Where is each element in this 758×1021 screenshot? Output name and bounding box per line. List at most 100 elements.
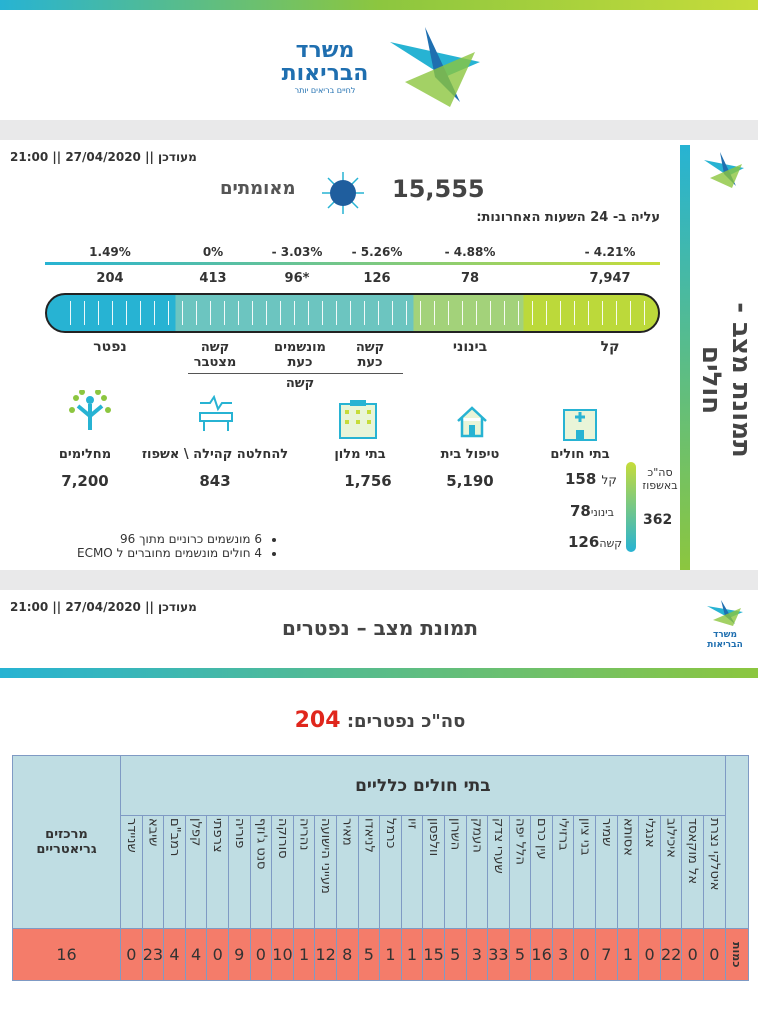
ministry-logo-text: משרד הבריאות לחיים בריאים יותר — [270, 40, 380, 96]
hospital-name-cell: רמב"ם — [163, 815, 186, 929]
hospital-death-count: 9 — [227, 928, 251, 981]
hotel-icon — [339, 400, 377, 439]
pending-decision-label: להחלטה קהילה \ אשפוז — [141, 447, 289, 462]
hospital-death-count: 12 — [314, 928, 337, 981]
recovered-value: 7,200 — [61, 472, 109, 490]
hospital-name: עין כרם — [534, 818, 550, 860]
hospital-name-cell: אל מוקאסד — [681, 815, 705, 929]
hospital-name-cell: איכילוב — [659, 815, 683, 929]
hospital-death-count: 1 — [292, 928, 316, 981]
logo-header: משרד הבריאות לחיים בריאים יותר — [0, 10, 758, 120]
row-label-text: כמות — [730, 941, 744, 968]
hospital-name: סנט ג'וזף — [253, 818, 269, 870]
hospital-name-cell: קפלן — [184, 815, 208, 929]
house-icon — [457, 406, 487, 438]
hospital-death-count: 0 — [249, 928, 273, 981]
hospital-name: רמב"ם — [166, 818, 182, 857]
geriatric-value: 16 — [12, 928, 121, 981]
hospital-death-count: 15 — [422, 928, 445, 981]
hospitals-label: בתי חולים — [550, 447, 610, 462]
hospital-death-count: 0 — [681, 928, 705, 981]
deaths-card: מעודכן || 27/04/2020 || 21:00 תמונת מצב … — [0, 590, 758, 1021]
hospital-name-cell: נהריה — [292, 815, 316, 929]
hospital-gradient-bar — [626, 462, 636, 552]
hospital-death-count: 1 — [379, 928, 402, 981]
deceased-pct: 1.49% — [89, 245, 131, 259]
ministry-logo-small-icon — [704, 152, 744, 188]
hospital-death-count: 22 — [659, 928, 683, 981]
hospital-name: סורוקה — [274, 818, 290, 859]
moderate-label: בינוני — [452, 339, 488, 355]
home-care-label: טיפול בית — [440, 447, 500, 462]
hotels-value: 1,756 — [344, 472, 392, 490]
deaths-accent-band — [0, 668, 758, 678]
hospital-name-cell: אסותא — [616, 815, 640, 929]
hospital-name: זיו — [404, 818, 420, 829]
top-accent-line — [0, 0, 758, 10]
hospital-death-count: 1 — [616, 928, 640, 981]
hospital-death-count: 8 — [335, 928, 359, 981]
deaths-total-value: 204 — [294, 708, 341, 733]
hospital-death-count: 10 — [271, 928, 294, 981]
hospital-death-count: 5 — [443, 928, 467, 981]
hospital-total-value: 362 — [643, 512, 673, 528]
hospital-severe-label: קשה — [599, 537, 623, 550]
hospital-name-cell: סנט ג'וזף — [249, 815, 273, 929]
hospital-name: שניידר — [123, 818, 139, 853]
severe-cumulative-pct: 0% — [202, 245, 224, 259]
hospital-death-count: 1 — [400, 928, 424, 981]
hospital-severe-value: 126 — [568, 533, 600, 551]
side-title: תמונת מצב - חולים — [696, 302, 756, 458]
hospital-severe: קשה126 — [568, 533, 622, 551]
severe-group-label: קשה — [285, 376, 315, 391]
hospital-death-count: 7 — [595, 928, 618, 981]
patients-card: תמונת מצב - חולים מעודכן || 27/04/2020 |… — [0, 140, 758, 570]
hospital-mild-value: 158 — [565, 470, 597, 488]
moderate-value: 78 — [460, 271, 480, 286]
hospital-name: צרפתי — [210, 818, 226, 853]
hospital-name-cell: שיבא — [141, 815, 165, 929]
deceased-value: 204 — [96, 271, 124, 286]
hospital-name-cell: עין כרם — [530, 815, 553, 929]
hospital-bed-icon — [199, 395, 233, 431]
severe-now-value: 126 — [363, 271, 391, 286]
hospital-name-cell: פוריה — [227, 815, 251, 929]
ventilated-value: 96* — [284, 271, 310, 286]
deaths-updated-timestamp: מעודכן || 27/04/2020 || 21:00 — [10, 600, 197, 614]
mild-pct: - 4.21% — [584, 245, 636, 259]
hospital-name-cell: אנגלי — [638, 815, 661, 929]
hospital-name-cell: שמיר — [595, 815, 618, 929]
updated-timestamp: מעודכן || 27/04/2020 || 21:00 — [10, 150, 197, 164]
note-item: 4 חולים מונשמים מחוברים ל ECMO — [40, 546, 262, 560]
hospital-name-cell: הלל יפה — [508, 815, 532, 929]
hospital-death-count: 0 — [206, 928, 229, 981]
scale-line — [45, 262, 660, 265]
hospital-name: השרון — [447, 818, 463, 851]
mini-logo-line1: משרד — [712, 630, 738, 640]
mild-label: קל — [600, 339, 620, 355]
ventilated-pct: - 3.03% — [271, 245, 323, 259]
hospital-name-cell: וולפסון — [422, 815, 445, 929]
hospital-death-count: 3 — [465, 928, 489, 981]
hospital-death-count: 0 — [573, 928, 597, 981]
hospital-name: מעייני הישועה — [318, 818, 334, 894]
hospital-death-count: 5 — [357, 928, 381, 981]
severe-group-line — [188, 373, 403, 374]
hospital-death-count: 0 — [638, 928, 661, 981]
hospital-name-cell: שערי צדק — [487, 815, 510, 929]
hospital-moderate-label: בינוני — [590, 506, 614, 519]
severe-cumulative-label: קשה מצטבר — [193, 340, 237, 370]
hospital-death-count: 0 — [120, 928, 143, 981]
deceased-label: נפטר — [93, 339, 127, 355]
deaths-table: מרכזים גריאטריים בתי חולים כלליים שניידר ש… — [12, 755, 749, 981]
hospital-name: פוריה — [231, 818, 247, 849]
hospital-death-count: 0 — [703, 928, 726, 981]
hospital-name-cell: כרמל — [379, 815, 402, 929]
hospital-name: איכילוב — [663, 818, 679, 858]
hospital-name: העמק — [469, 818, 485, 853]
hospital-name-cell: לניאדו — [357, 815, 381, 929]
hospital-name-cell: שניידר — [120, 815, 143, 929]
ministry-logo-small: משרד הבריאות — [700, 598, 750, 650]
hotels-label: בתי מלון — [334, 447, 386, 462]
hospital-name: מאיר — [339, 818, 355, 846]
